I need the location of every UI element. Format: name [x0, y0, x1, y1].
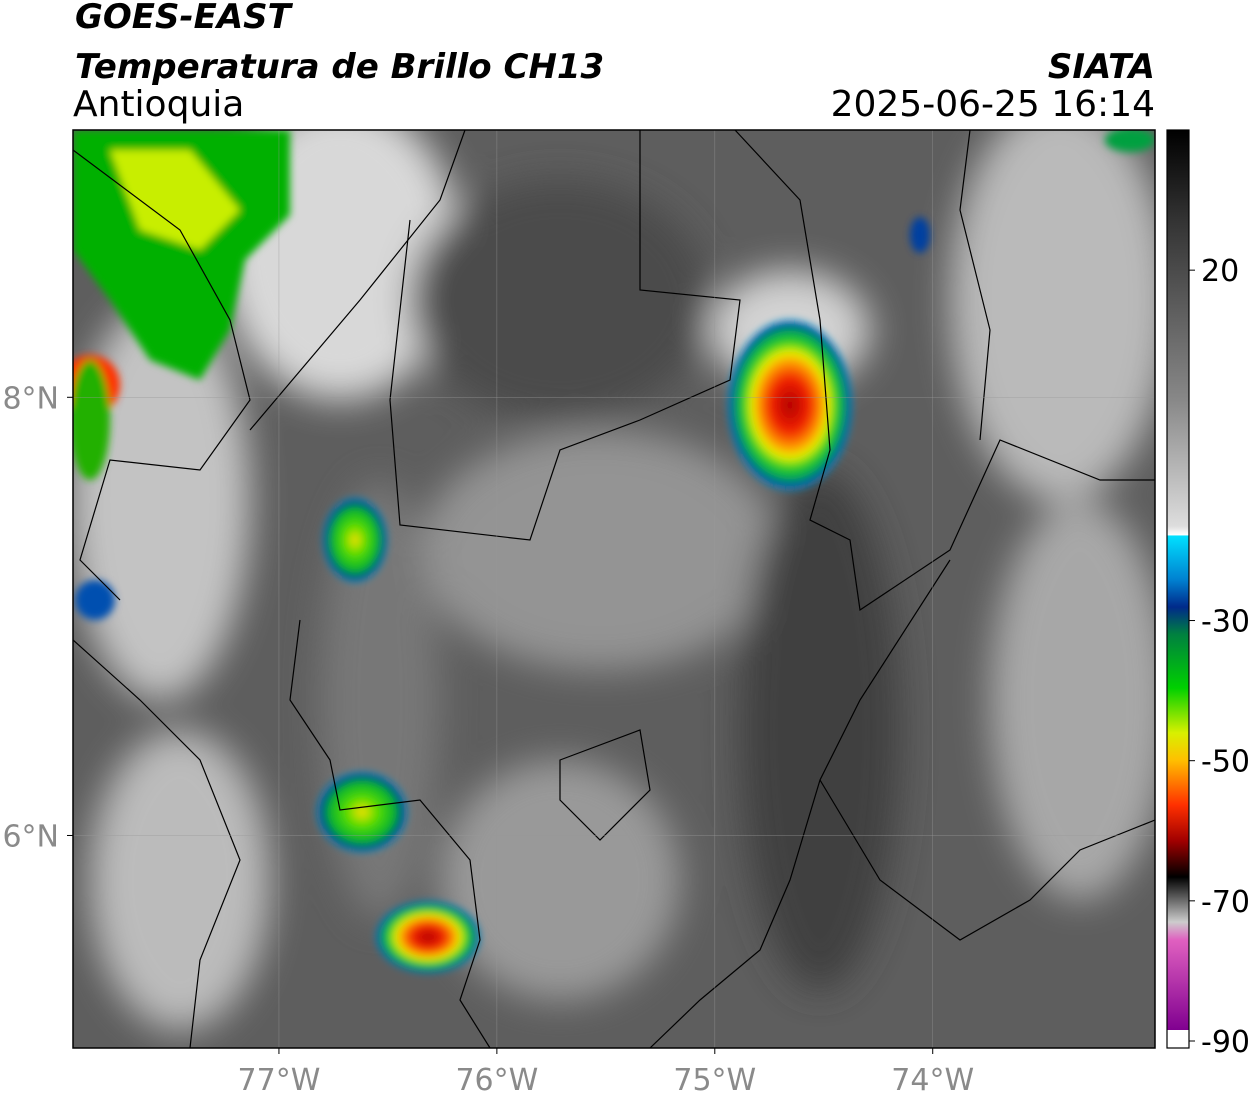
- colorbar-under: [1167, 1030, 1189, 1048]
- colorbar-label: 20: [1201, 254, 1239, 289]
- y-tick-label: 6°N: [2, 819, 59, 854]
- y-tick-label: 8°N: [2, 381, 59, 416]
- satellite-image: [73, 130, 1155, 1048]
- datetime: 2025-06-25 16:14: [831, 84, 1155, 125]
- title: GOES-EAST: [75, 0, 294, 37]
- agency: SIATA: [1048, 47, 1155, 87]
- region: Antioquia: [73, 84, 244, 125]
- colorbar-label: -70: [1201, 885, 1250, 920]
- colorbar-label: -50: [1201, 745, 1250, 780]
- map-frame: [72, 129, 1156, 1049]
- x-tick-label: 75°W: [673, 1063, 756, 1098]
- x-tick-label: 77°W: [238, 1063, 321, 1098]
- colorbar-frame: [1166, 129, 1190, 1049]
- x-tick-label: 74°W: [891, 1063, 974, 1098]
- subtitle: Temperatura de Brillo CH13: [75, 47, 604, 87]
- colorbar: [1167, 130, 1189, 1030]
- colorbar-label: -30: [1201, 605, 1250, 640]
- colorbar-label: -90: [1201, 1025, 1250, 1060]
- x-tick-label: 76°W: [455, 1063, 538, 1098]
